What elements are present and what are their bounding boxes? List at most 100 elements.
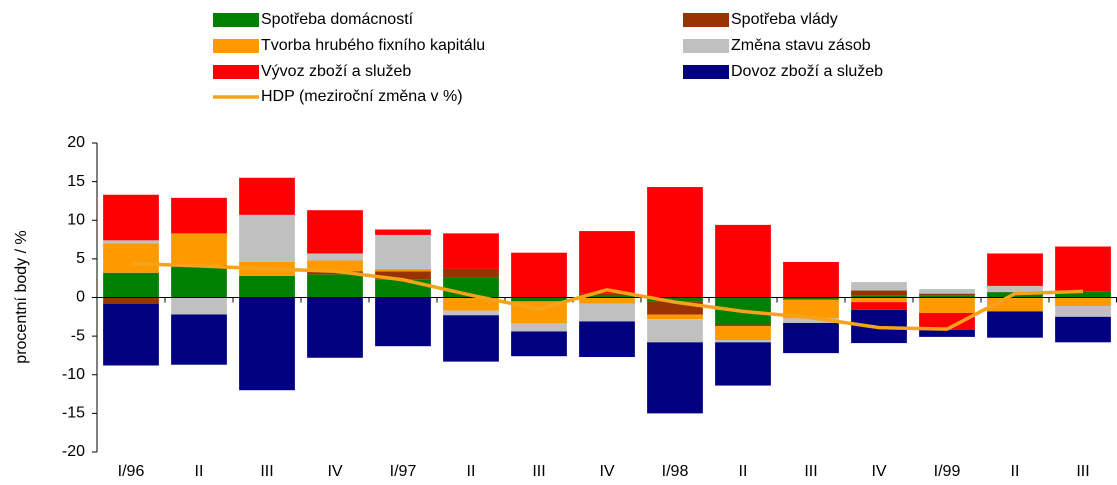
- bar-segment: [715, 324, 771, 327]
- x-tick-label: III: [532, 463, 545, 480]
- y-axis-label: procentní body / %: [13, 230, 30, 363]
- bar-segment: [307, 260, 363, 272]
- bar-segment: [987, 253, 1043, 286]
- x-tick-label: IV: [599, 463, 614, 480]
- bar-segment: [919, 329, 975, 337]
- x-tick-label: II: [739, 463, 748, 480]
- bar-segment: [375, 229, 431, 235]
- bar-segment: [171, 233, 227, 266]
- y-tick-label: 20: [67, 134, 85, 151]
- bar-segment: [715, 339, 771, 343]
- bar-segment: [307, 253, 363, 261]
- x-tick-label: IV: [871, 463, 886, 480]
- bar-segment: [1055, 246, 1111, 292]
- bar-segment: [375, 268, 431, 272]
- bar-segment: [307, 210, 363, 254]
- bar-segment: [1055, 316, 1111, 343]
- bar-segment: [851, 290, 907, 296]
- legend-label: HDP (meziroční změna v %): [261, 88, 463, 105]
- legend-swatch: [683, 65, 729, 79]
- bar-segment: [1055, 305, 1111, 317]
- legend-label: Dovoz zboží a služeb: [731, 63, 883, 80]
- bar-segment: [103, 297, 159, 304]
- x-tick-label: II: [467, 463, 476, 480]
- bar-segment: [783, 318, 839, 323]
- bar-segment: [171, 266, 227, 298]
- x-tick-label: III: [804, 463, 817, 480]
- bar-segment: [579, 231, 635, 294]
- x-tick-label: I/97: [390, 463, 417, 480]
- bar-segment: [171, 197, 227, 234]
- line-series: [130, 261, 1084, 331]
- x-tick-label: I/98: [662, 463, 689, 480]
- legend-swatch: [213, 39, 259, 53]
- bar-segment: [579, 293, 635, 296]
- x-tick-label: III: [260, 463, 273, 480]
- legend-label: Spotřeba domácností: [261, 11, 414, 28]
- bar-segment: [715, 224, 771, 298]
- bar-segment: [919, 295, 975, 298]
- bar-segment: [579, 321, 635, 357]
- bar-segment: [1055, 291, 1111, 298]
- bar-segment: [647, 314, 703, 320]
- bar-segment: [851, 302, 907, 310]
- legend-label: Vývoz zboží a služeb: [261, 63, 411, 80]
- x-tick-label: II: [195, 463, 204, 480]
- y-tick-label: -15: [62, 405, 85, 422]
- legend-swatch: [683, 13, 729, 27]
- bar-segment: [715, 342, 771, 386]
- bar-segment: [919, 297, 975, 313]
- bar-segment: [715, 326, 771, 340]
- bar-segment: [783, 261, 839, 298]
- bar-segment: [103, 303, 159, 366]
- bar-segment: [919, 312, 975, 330]
- y-tick-label: 10: [67, 211, 85, 228]
- bar-segment: [851, 295, 907, 298]
- bar-segment: [443, 310, 499, 316]
- bar-segment: [1055, 297, 1111, 306]
- legend-label: Tvorba hrubého fixního kapitálu: [261, 37, 485, 54]
- legend-label: Změna stavu zásob: [731, 37, 871, 54]
- bar-segment: [443, 233, 499, 269]
- bar-segment: [103, 272, 159, 298]
- x-tick-label: I/96: [118, 463, 145, 480]
- bar-segment: [647, 319, 703, 343]
- bar-segment: [511, 297, 567, 302]
- bar-segment: [511, 322, 567, 332]
- bar-segment: [647, 297, 703, 302]
- bar-segment: [987, 311, 1043, 338]
- x-tick-label: IV: [327, 463, 342, 480]
- bar-segment: [307, 274, 363, 298]
- y-tick-label: -5: [71, 327, 85, 344]
- bar-segment: [919, 289, 975, 294]
- bar-segment: [443, 297, 499, 311]
- x-tick-label: I/99: [934, 463, 961, 480]
- bar-segment: [375, 297, 431, 347]
- bar-segment: [511, 331, 567, 357]
- bar-segment: [579, 303, 635, 322]
- bar-segment: [851, 282, 907, 291]
- bar-segment: [443, 268, 499, 278]
- x-tick-label: II: [1011, 463, 1020, 480]
- bar-segment: [171, 314, 227, 365]
- y-tick-label: -10: [62, 366, 85, 383]
- bar-segment: [783, 299, 839, 319]
- legend-swatch: [683, 39, 729, 53]
- bar-segment: [919, 293, 975, 296]
- legend-swatch: [213, 65, 259, 79]
- legend-label: Spotřeba vlády: [731, 11, 838, 28]
- x-tick-label: III: [1076, 463, 1089, 480]
- bar-segment: [443, 315, 499, 362]
- legend-swatch: [213, 13, 259, 27]
- y-tick-label: 0: [76, 289, 85, 306]
- bar-segment: [783, 322, 839, 354]
- bar-segment: [239, 297, 295, 391]
- bar-segment: [511, 252, 567, 298]
- bar-segment: [375, 234, 431, 269]
- bar-segment: [239, 275, 295, 298]
- bar-segment: [103, 240, 159, 244]
- bar-segment: [171, 297, 227, 315]
- bar-segment: [103, 243, 159, 273]
